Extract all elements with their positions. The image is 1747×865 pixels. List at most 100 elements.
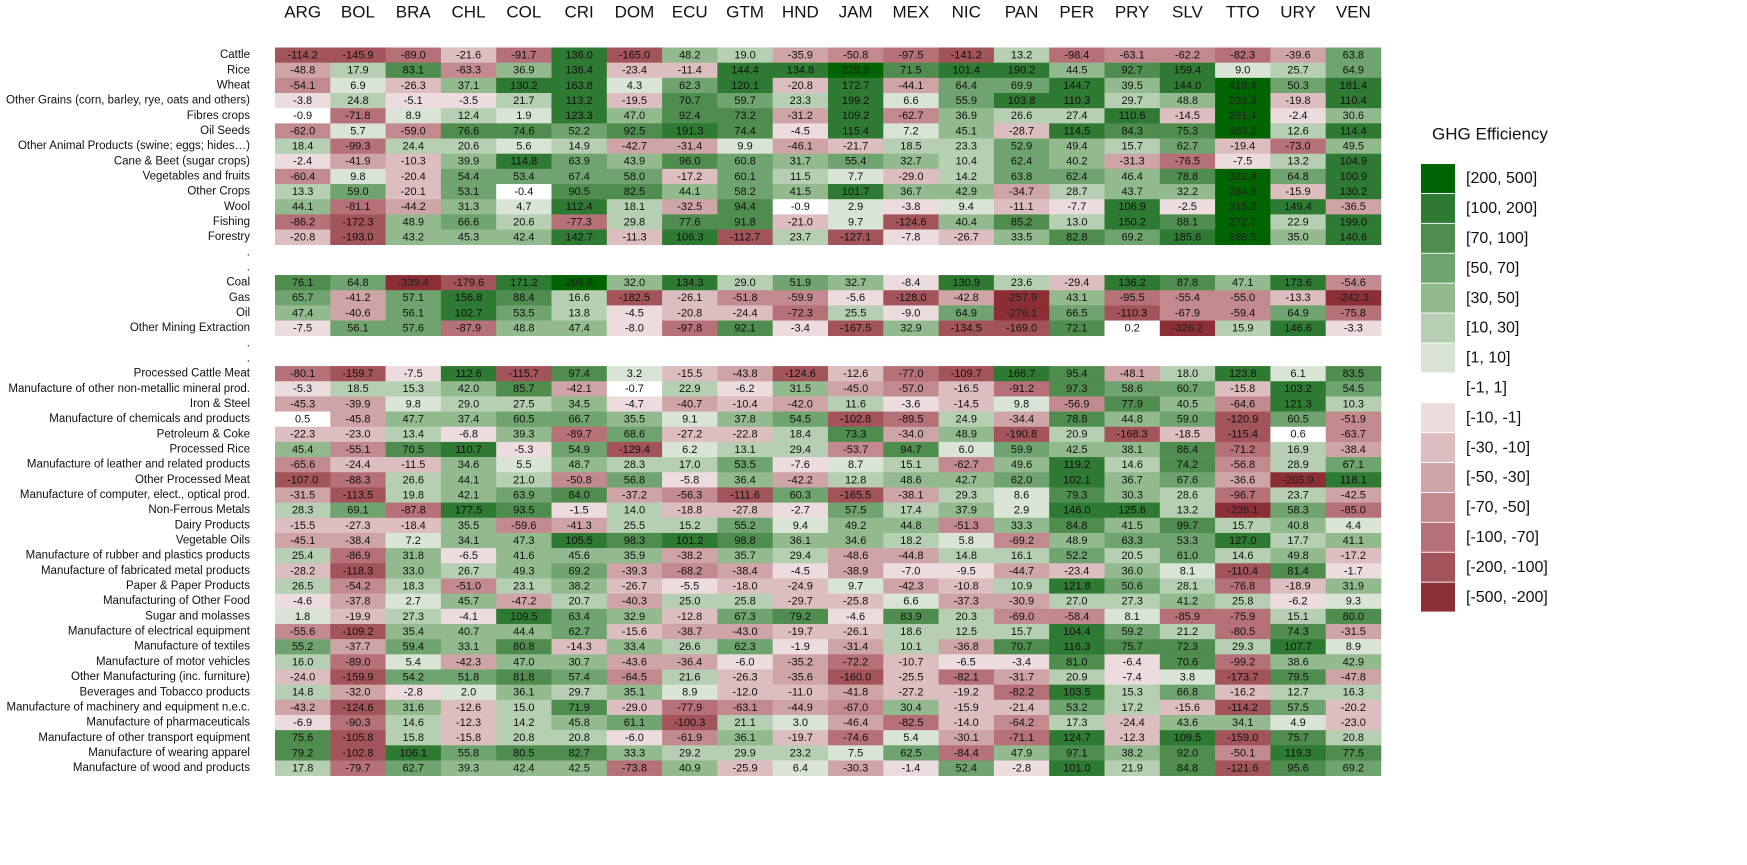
heat-cell: [1215, 77, 1271, 94]
heat-cell: [275, 639, 331, 655]
cell-label: 1.8: [295, 611, 310, 623]
heat-cell: [440, 472, 497, 488]
cell-label: 106.9: [1118, 201, 1146, 213]
cell-label: 66.5: [1066, 307, 1087, 319]
cell-label: 199.2: [842, 95, 870, 107]
heat-cell: [1325, 320, 1382, 337]
cell-label: 205.9: [565, 277, 593, 289]
heat-cell: [772, 426, 829, 443]
cell-label: -102.8: [840, 414, 871, 426]
cell-label: 55.2: [292, 641, 313, 653]
heat-cell: [1325, 669, 1382, 685]
cell-label: -29.0: [898, 171, 923, 183]
cell-label: -6.8: [459, 429, 478, 441]
row-label: Manufacture of electrical equipment: [68, 626, 251, 638]
cell-label: -73.0: [1286, 141, 1311, 153]
row-label: Manufacture of leather and related produ…: [27, 459, 250, 471]
heat-cell: [772, 184, 829, 200]
cell-label: -43.6: [622, 656, 647, 668]
cell-label: -89.0: [401, 49, 426, 61]
heat-cell: [938, 138, 995, 154]
heat-cell: [1270, 62, 1326, 79]
cell-label: 0.2: [1125, 323, 1140, 335]
heat-cell: [772, 108, 829, 124]
heat-cell: [1270, 699, 1326, 716]
cell-label: 136.0: [565, 49, 593, 61]
column-label: COL: [506, 2, 541, 21]
heat-cell: [938, 320, 995, 337]
heat-cell: [662, 93, 718, 109]
heat-cell: [496, 669, 552, 685]
heat-cell: [440, 517, 497, 534]
cell-label: 25.0: [679, 596, 700, 608]
cell-label: -112.7: [730, 232, 760, 244]
cell-label: 9.7: [848, 216, 863, 228]
heat-cell: [551, 669, 608, 685]
heat-cell: [275, 411, 331, 428]
cell-label: 62.0: [1011, 474, 1032, 486]
cell-label: -62.2: [1175, 49, 1200, 61]
cell-label: -11.5: [401, 459, 425, 471]
heat-cell: [1325, 502, 1382, 519]
heat-cell: [1049, 669, 1105, 685]
cell-label: 80.0: [1343, 611, 1364, 623]
heat-cell: [828, 487, 884, 503]
cell-label: 36.4: [734, 474, 755, 486]
cell-label: 62.5: [900, 747, 921, 759]
heat-cell: [717, 184, 773, 200]
cell-label: 76.6: [458, 125, 479, 137]
heat-cell: [883, 229, 939, 246]
cell-label: 69.1: [347, 505, 368, 517]
heat-cell: [551, 760, 608, 776]
heat-cell: [828, 320, 884, 337]
heat-cell: [496, 138, 552, 154]
row-label: Oil Seeds: [200, 125, 250, 137]
heat-cell: [1104, 184, 1161, 200]
cell-label: 103.5: [1063, 687, 1091, 699]
heat-cell: [1049, 47, 1105, 63]
row-label: Manufacture of fabricated metal products: [41, 565, 250, 577]
heat-cell: [551, 47, 608, 63]
cell-label: -55.6: [290, 626, 315, 638]
heat-cell: [1049, 699, 1105, 716]
cell-label: -25.8: [843, 596, 868, 608]
cell-label: -28.2: [290, 565, 315, 577]
heat-cell: [385, 745, 442, 761]
heat-cell: [1270, 669, 1326, 685]
heat-cell: [1049, 563, 1105, 579]
heat-cell: [1104, 77, 1161, 94]
column-label: SLV: [1172, 2, 1204, 21]
heat-cell: [717, 457, 773, 473]
cell-label: 30.7: [568, 656, 589, 668]
heat-cell: [717, 730, 773, 746]
cell-label: -17.2: [1341, 550, 1366, 562]
cell-label: 80.5: [513, 747, 534, 759]
heat-cell: [828, 77, 884, 94]
cell-label: 140.6: [1340, 232, 1368, 244]
cell-label: 79.3: [1066, 489, 1087, 501]
cell-label: -29.0: [622, 702, 647, 714]
cell-label: 125.6: [1118, 505, 1146, 517]
cell-label: -12.3: [1120, 732, 1145, 744]
cell-label: -1.9: [791, 641, 810, 653]
cell-label: 12.7: [1287, 687, 1308, 699]
cell-label: -37.8: [345, 596, 370, 608]
heat-cell: [1270, 305, 1326, 321]
cell-label: -82.3: [1230, 49, 1255, 61]
heat-cell: [1159, 62, 1216, 79]
heat-cell: [275, 93, 331, 109]
cell-label: 38.1: [1121, 444, 1142, 456]
heat-cell: [1215, 714, 1271, 731]
cell-label: -41.2: [345, 292, 370, 304]
cell-label: -14.3: [567, 641, 592, 653]
cell-label: -5.1: [404, 95, 423, 107]
heat-cell: [938, 548, 995, 564]
cell-label: 2.0: [461, 687, 476, 699]
cell-label: -31.2: [788, 110, 813, 122]
heat-cell: [828, 396, 884, 412]
cell-label: -0.9: [293, 110, 312, 122]
heat-cell: [938, 699, 995, 716]
heat-cell: [275, 138, 331, 154]
cell-label: 72.1: [1066, 323, 1087, 335]
heat-cell: [440, 168, 497, 185]
